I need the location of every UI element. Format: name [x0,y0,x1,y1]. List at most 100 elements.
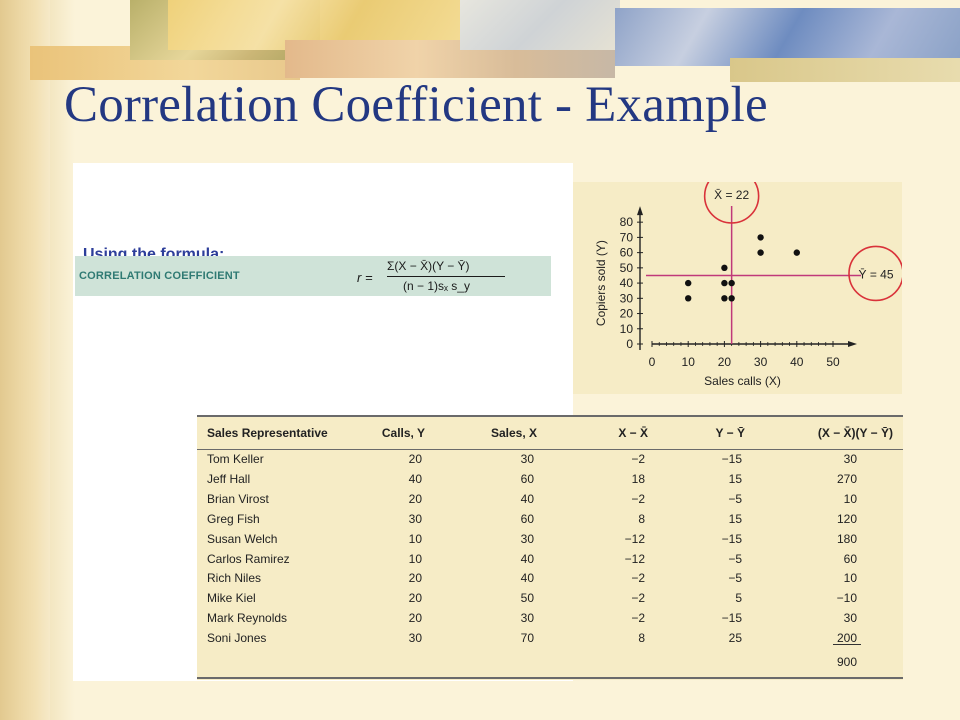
table-cell: 60 [520,471,534,486]
data-point [757,249,764,256]
table-cell: 30 [408,631,422,646]
table-cell: 120 [836,511,857,526]
x-tick-label: 10 [682,355,696,369]
table-cell: 60 [520,511,534,526]
formula-numerator: Σ(X − X̄)(Y − Ȳ) [387,259,470,273]
data-point [685,295,692,302]
table-cell-name: Greg Fish [207,511,260,526]
table-top-rule [197,415,903,417]
x-tick-label: 30 [754,355,768,369]
y-tick-label: 80 [620,215,634,229]
table-cell: 20 [408,591,422,606]
table-cell: 30 [520,531,534,546]
formula-box: CORRELATION COEFFICIENT r = Σ(X − X̄)(Y … [75,256,551,296]
data-point [793,249,800,256]
table-cell: 15 [728,511,742,526]
y-tick-label: 50 [620,261,634,275]
table-cell: 18 [631,471,645,486]
table-cell: −2 [631,491,645,506]
table-bottom-rule [197,677,903,679]
data-table: Sales Representative Calls, Y Sales, X X − … [197,415,903,680]
table-cell: −2 [631,571,645,586]
data-point [728,279,735,287]
table-cell: 200 [836,631,857,646]
table-header-cell: Sales Representative [207,426,328,440]
table-cell: −2 [631,611,645,626]
x-tick-label: 20 [718,355,732,369]
table-cell-name: Jeff Hall [207,471,251,486]
table-cell: 70 [520,631,534,646]
table-header-cell: (X − X̄)(Y − Ȳ) [817,426,893,440]
y-axis-arrow [637,206,643,216]
table-header-cell: Sales, X [490,426,537,440]
formula-lhs: r = [357,270,373,285]
table-cell: 10 [408,531,422,546]
table-cell-name: Rich Niles [207,571,262,586]
table-cell: 40 [520,491,534,506]
reference-lines [646,206,861,344]
mean-y-label: Ȳ = 45 [858,267,893,281]
data-point [757,234,764,241]
table-cell-name: Mike Kiel [207,591,256,606]
table-cell: −5 [728,491,742,506]
y-tick-label: 60 [620,246,634,260]
sidebar-texture [0,0,75,720]
y-tick-label: 70 [620,230,634,244]
table-cell: 30 [843,452,857,466]
banner-image [30,0,960,82]
table-cell: −15 [721,531,742,546]
table-cell: −2 [631,591,645,606]
data-point [728,295,735,302]
x-axis-arrow [848,341,857,347]
x-tick-label: 0 [649,355,656,369]
table-cell-name: Carlos Ramirez [207,551,290,566]
table-cell-name: Mark Reynolds [207,611,288,626]
table-cell: 8 [638,631,645,646]
table-cell: 25 [728,631,742,646]
table-cell-name: Brian Virost [207,491,269,506]
mean-x-label: X̄ = 22 [714,188,749,202]
table-cell: 40 [520,551,534,566]
table-cell: 20 [408,611,422,626]
data-point [721,279,728,287]
table-cell: −5 [728,571,742,586]
table-cell: 5 [735,591,742,606]
table-cell: 8 [638,511,645,526]
table-cell: 30 [843,611,857,626]
table-cell: −12 [624,551,645,566]
table-total: 900 [836,655,857,669]
table-cell: 180 [836,531,857,546]
table-cell: 50 [520,591,534,606]
formula-denominator: (n − 1)sₓ s_y [403,279,470,293]
table-cell: 20 [408,571,422,586]
table-cell: 270 [836,471,857,486]
x-tick-label: 50 [826,355,840,369]
table-cell: 60 [843,551,857,566]
table-cell-name: Susan Welch [207,531,278,546]
table-cell-name: Soni Jones [207,631,267,646]
y-tick-label: 30 [620,291,634,305]
formula-name: CORRELATION COEFFICIENT [79,270,240,282]
table-header-cell: X − X̄ [618,426,648,440]
table-cell: 20 [408,491,422,506]
total-rule [833,644,861,645]
y-axis-label: Copiers sold (Y) [594,240,608,326]
table-cell: 30 [408,511,422,526]
page-title: Correlation Coefficient - Example [64,77,768,133]
data-point [685,279,692,287]
table-cell: 30 [520,452,534,466]
table-cell: 40 [520,571,534,586]
table-cell: −12 [624,531,645,546]
y-tick-label: 0 [626,337,633,351]
data-point [721,264,728,272]
table-cell: −10 [836,591,857,606]
y-tick-label: 10 [620,322,634,336]
table-cell: 10 [408,551,422,566]
table-cell: 40 [408,471,422,486]
chart-labels: Sales calls (X) Copiers sold (Y) X̄ = 22 Ȳ … [594,168,904,388]
table-header-cell: Y − Ȳ [715,426,745,440]
x-axis-label: Sales calls (X) [704,374,781,388]
table-header-rule [197,449,903,450]
formula-fraction-bar [387,276,505,277]
